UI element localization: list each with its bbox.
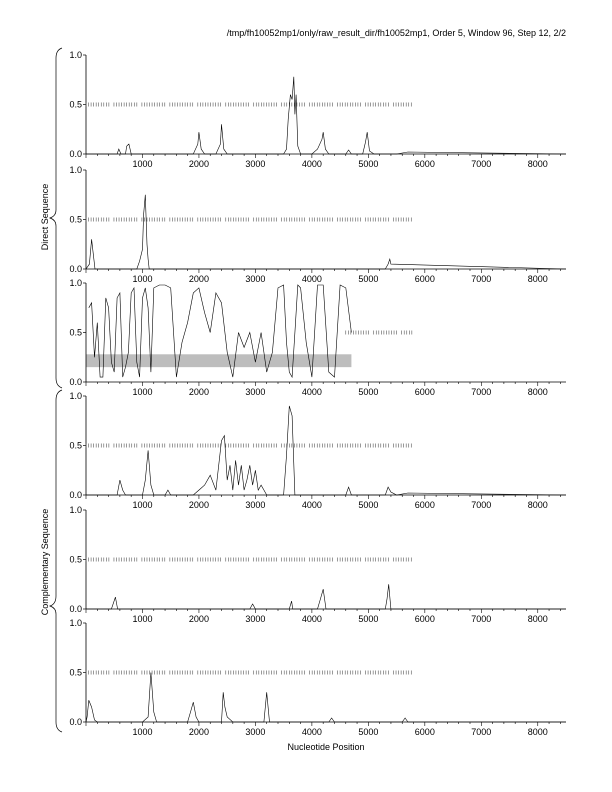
y-tick-label: 0.0 xyxy=(69,377,82,387)
y-tick-label: 1.0 xyxy=(69,278,82,288)
x-tick-label: 5000 xyxy=(358,387,378,397)
x-tick-label: 7000 xyxy=(471,159,491,169)
x-tick-label: 7000 xyxy=(471,274,491,284)
x-tick-label: 7000 xyxy=(471,387,491,397)
x-tick-label: 4000 xyxy=(302,500,322,510)
y-tick-label: 1.0 xyxy=(69,618,82,628)
direct-sequence-label: Direct Sequence xyxy=(40,184,50,251)
x-tick-label: 4000 xyxy=(302,727,322,737)
panel-direct-1: 0.0 0.5 1.0 1000 2000 3000 4000 5000 6000 7000 800… xyxy=(69,50,567,169)
x-tick-label: 1000 xyxy=(132,727,152,737)
x-tick-label: 6000 xyxy=(415,159,435,169)
y-tick-label: 0.0 xyxy=(69,604,82,614)
y-tick-label: 1.0 xyxy=(69,165,82,175)
x-tick-label: 5000 xyxy=(358,500,378,510)
x-tick-label: 2000 xyxy=(189,500,209,510)
x-tick-label: 6000 xyxy=(415,614,435,624)
x-tick-label: 8000 xyxy=(528,500,548,510)
y-tick-label: 0.0 xyxy=(69,264,82,274)
series-line xyxy=(85,672,566,723)
x-tick-label: 8000 xyxy=(528,387,548,397)
y-tick-label: 0.5 xyxy=(69,100,82,110)
panel-complementary-3: 0.0 0.5 1.0 1000 2000 3000 4000 5000 6000 7000 800… xyxy=(69,618,566,737)
y-tick-label: 0.0 xyxy=(69,490,82,500)
series-line xyxy=(86,76,567,155)
x-tick-label: 3000 xyxy=(245,274,265,284)
highlight-band xyxy=(86,354,352,368)
complementary-sequence-label: Complementary Sequence xyxy=(40,509,50,616)
x-tick-label: 1000 xyxy=(132,500,152,510)
y-tick-label: 1.0 xyxy=(69,505,82,515)
panel-direct-2: 0.0 0.5 1.0 1000 2000 3000 4000 5000 6000 7000 800… xyxy=(69,165,567,284)
x-tick-label: 3000 xyxy=(245,500,265,510)
x-tick-label: 7000 xyxy=(471,727,491,737)
complementary-group-brace xyxy=(48,389,63,733)
x-tick-label: 4000 xyxy=(302,614,322,624)
x-tick-label: 7000 xyxy=(471,500,491,510)
x-tick-label: 2000 xyxy=(189,274,209,284)
y-tick-label: 0.5 xyxy=(69,555,82,565)
x-tick-label: 8000 xyxy=(528,159,548,169)
x-tick-label: 6000 xyxy=(415,387,435,397)
y-tick-label: 0.5 xyxy=(69,441,82,451)
x-tick-label: 2000 xyxy=(189,614,209,624)
panel-complementary-2: 0.0 0.5 1.0 1000 2000 3000 4000 5000 6000 7000 800… xyxy=(69,505,566,624)
x-tick-label: 5000 xyxy=(358,614,378,624)
x-tick-label: 2000 xyxy=(189,387,209,397)
x-tick-label: 2000 xyxy=(189,159,209,169)
series-line xyxy=(88,284,352,379)
x-tick-label: 6000 xyxy=(415,274,435,284)
figure-title: /tmp/fh10052mp1/only/raw_result_dir/fh10… xyxy=(227,28,566,38)
series-line xyxy=(85,194,567,270)
y-tick-label: 0.5 xyxy=(69,328,82,338)
x-tick-label: 7000 xyxy=(471,614,491,624)
x-tick-label: 1000 xyxy=(132,274,152,284)
x-tick-label: 5000 xyxy=(358,727,378,737)
y-tick-label: 0.5 xyxy=(69,215,82,225)
x-tick-label: 8000 xyxy=(528,727,548,737)
y-tick-label: 0.0 xyxy=(69,717,82,727)
x-tick-label: 1000 xyxy=(132,614,152,624)
x-tick-label: 3000 xyxy=(245,727,265,737)
direct-group-brace xyxy=(48,47,63,389)
y-tick-label: 0.0 xyxy=(69,149,82,159)
series-line xyxy=(86,405,567,496)
x-tick-label: 8000 xyxy=(528,614,548,624)
x-tick-label: 4000 xyxy=(302,159,322,169)
x-tick-label: 5000 xyxy=(358,159,378,169)
panel-complementary-1: 0.0 0.5 1.0 1000 2000 3000 4000 5000 6000 7000 800… xyxy=(69,391,567,510)
x-tick-label: 2000 xyxy=(189,727,209,737)
y-tick-label: 1.0 xyxy=(69,50,82,60)
y-tick-label: 1.0 xyxy=(69,391,82,401)
y-tick-label: 0.5 xyxy=(69,668,82,678)
x-tick-label: 6000 xyxy=(415,727,435,737)
x-tick-label: 3000 xyxy=(245,614,265,624)
x-tick-label: 1000 xyxy=(132,387,152,397)
x-axis-label: Nucleotide Position xyxy=(287,742,364,752)
x-tick-label: 3000 xyxy=(245,387,265,397)
x-tick-label: 8000 xyxy=(528,274,548,284)
x-tick-label: 4000 xyxy=(302,274,322,284)
x-tick-label: 1000 xyxy=(132,159,152,169)
panel-direct-3: 0.0 0.5 1.0 1000 2000 3000 4000 5000 6000 7000 800… xyxy=(69,278,566,397)
series-line xyxy=(86,584,566,610)
x-tick-label: 3000 xyxy=(245,159,265,169)
x-tick-label: 5000 xyxy=(358,274,378,284)
x-tick-label: 6000 xyxy=(415,500,435,510)
x-tick-label: 4000 xyxy=(302,387,322,397)
